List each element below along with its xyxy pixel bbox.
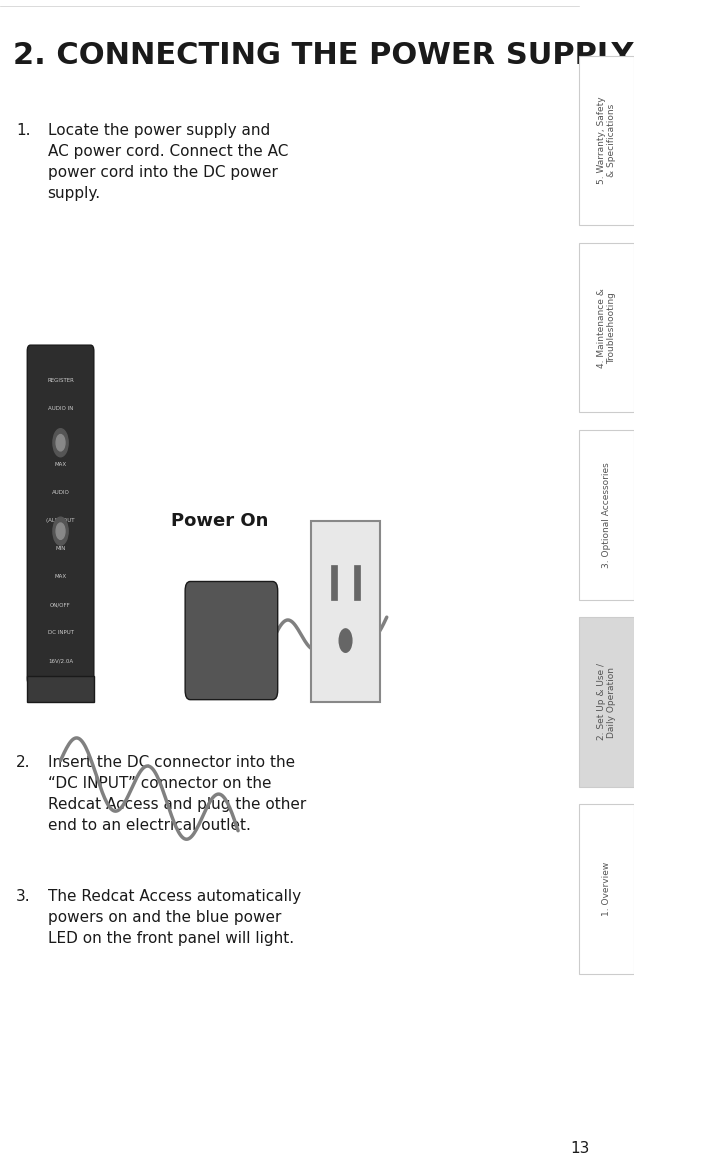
- Text: MIN: MIN: [56, 546, 66, 551]
- Text: 2.: 2.: [16, 755, 31, 770]
- FancyBboxPatch shape: [27, 345, 94, 684]
- Bar: [331, 564, 337, 599]
- Circle shape: [339, 628, 352, 653]
- Text: 3.: 3.: [16, 889, 31, 904]
- FancyBboxPatch shape: [185, 581, 277, 700]
- Bar: [579, 429, 634, 599]
- Text: Insert the DC connector into the
“DC INPUT” connector on the
Redcat Access and p: Insert the DC connector into the “DC INP…: [48, 755, 306, 833]
- Text: Locate the power supply and
AC power cord. Connect the AC
power cord into the DC: Locate the power supply and AC power cor…: [48, 123, 288, 201]
- Text: ON/OFF: ON/OFF: [50, 603, 71, 607]
- Text: REGISTER: REGISTER: [47, 378, 74, 383]
- Bar: [579, 805, 634, 973]
- Text: 16V/2.0A: 16V/2.0A: [48, 659, 73, 663]
- Text: 4. Maintenance &
Troubleshooting: 4. Maintenance & Troubleshooting: [597, 288, 616, 367]
- Bar: [579, 618, 634, 786]
- Circle shape: [56, 434, 65, 450]
- Bar: [354, 564, 360, 599]
- Text: MAX: MAX: [54, 462, 66, 467]
- Text: 2. Set Up & Use /
Daily Operation: 2. Set Up & Use / Daily Operation: [597, 663, 616, 741]
- Circle shape: [53, 428, 68, 456]
- Text: The Redcat Access automatically
powers on and the blue power
LED on the front pa: The Redcat Access automatically powers o…: [48, 889, 301, 947]
- Text: (ALD) OUT: (ALD) OUT: [46, 518, 75, 523]
- Text: 1.: 1.: [16, 123, 31, 138]
- Text: DC INPUT: DC INPUT: [48, 631, 73, 635]
- Text: 2. CONNECTING THE POWER SUPPLY: 2. CONNECTING THE POWER SUPPLY: [13, 41, 633, 70]
- Text: 1. Overview: 1. Overview: [602, 862, 611, 916]
- Bar: [579, 55, 634, 225]
- Text: 5. Warranty, Safety
& Specifications: 5. Warranty, Safety & Specifications: [597, 97, 616, 184]
- Text: 13: 13: [570, 1141, 590, 1156]
- Text: Power On: Power On: [171, 511, 269, 530]
- Text: 3. Optional Accessories: 3. Optional Accessories: [602, 462, 611, 567]
- Bar: [579, 243, 634, 413]
- Circle shape: [53, 517, 68, 545]
- Circle shape: [56, 523, 65, 539]
- Text: MAX: MAX: [54, 574, 66, 579]
- Text: MIN: MIN: [56, 434, 66, 439]
- Text: AUDIO IN: AUDIO IN: [48, 406, 73, 411]
- Bar: [27, 676, 94, 702]
- Text: AUDIO: AUDIO: [51, 490, 69, 495]
- Bar: [311, 521, 381, 702]
